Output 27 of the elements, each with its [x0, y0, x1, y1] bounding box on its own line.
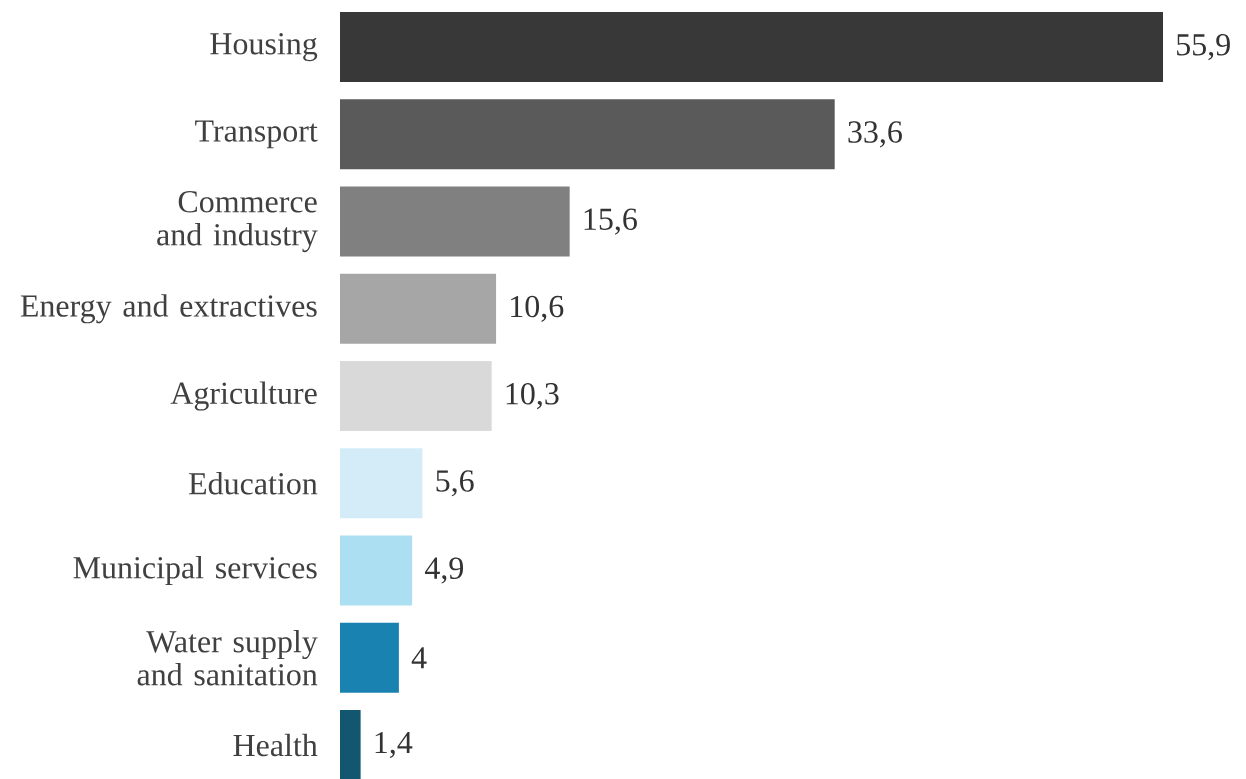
data-label: 4 [411, 647, 427, 669]
y-tick-label: Agriculture [170, 381, 317, 411]
data-label: 33,6 [848, 121, 902, 148]
y-tick-label: Municipal services [73, 556, 317, 586]
bar [340, 710, 361, 779]
bar [340, 361, 492, 432]
data-label: 4,9 [424, 557, 464, 584]
bar [340, 273, 497, 344]
bar [340, 448, 423, 519]
bar [340, 99, 835, 170]
data-label: 1,4 [375, 731, 413, 759]
y-tick-label: Water supply and sanitation [137, 630, 318, 686]
y-tick-label: Education [188, 472, 318, 495]
data-label: 55,9 [1177, 34, 1230, 61]
bar [340, 12, 1164, 83]
y-tick-label: Housing [210, 33, 318, 62]
bar [340, 186, 570, 257]
data-label: 10,6 [511, 295, 564, 322]
y-tick-label: Transport [195, 120, 318, 149]
data-label: 15,6 [584, 208, 637, 235]
data-label: 10,3 [506, 382, 559, 410]
y-tick-label: Energy and extractives [20, 294, 317, 324]
y-tick-label: Health [233, 733, 318, 757]
bar [340, 535, 413, 606]
bar [340, 622, 399, 693]
data-label: 5,6 [436, 470, 474, 497]
y-tick-label: Commerce and industry [157, 191, 318, 253]
